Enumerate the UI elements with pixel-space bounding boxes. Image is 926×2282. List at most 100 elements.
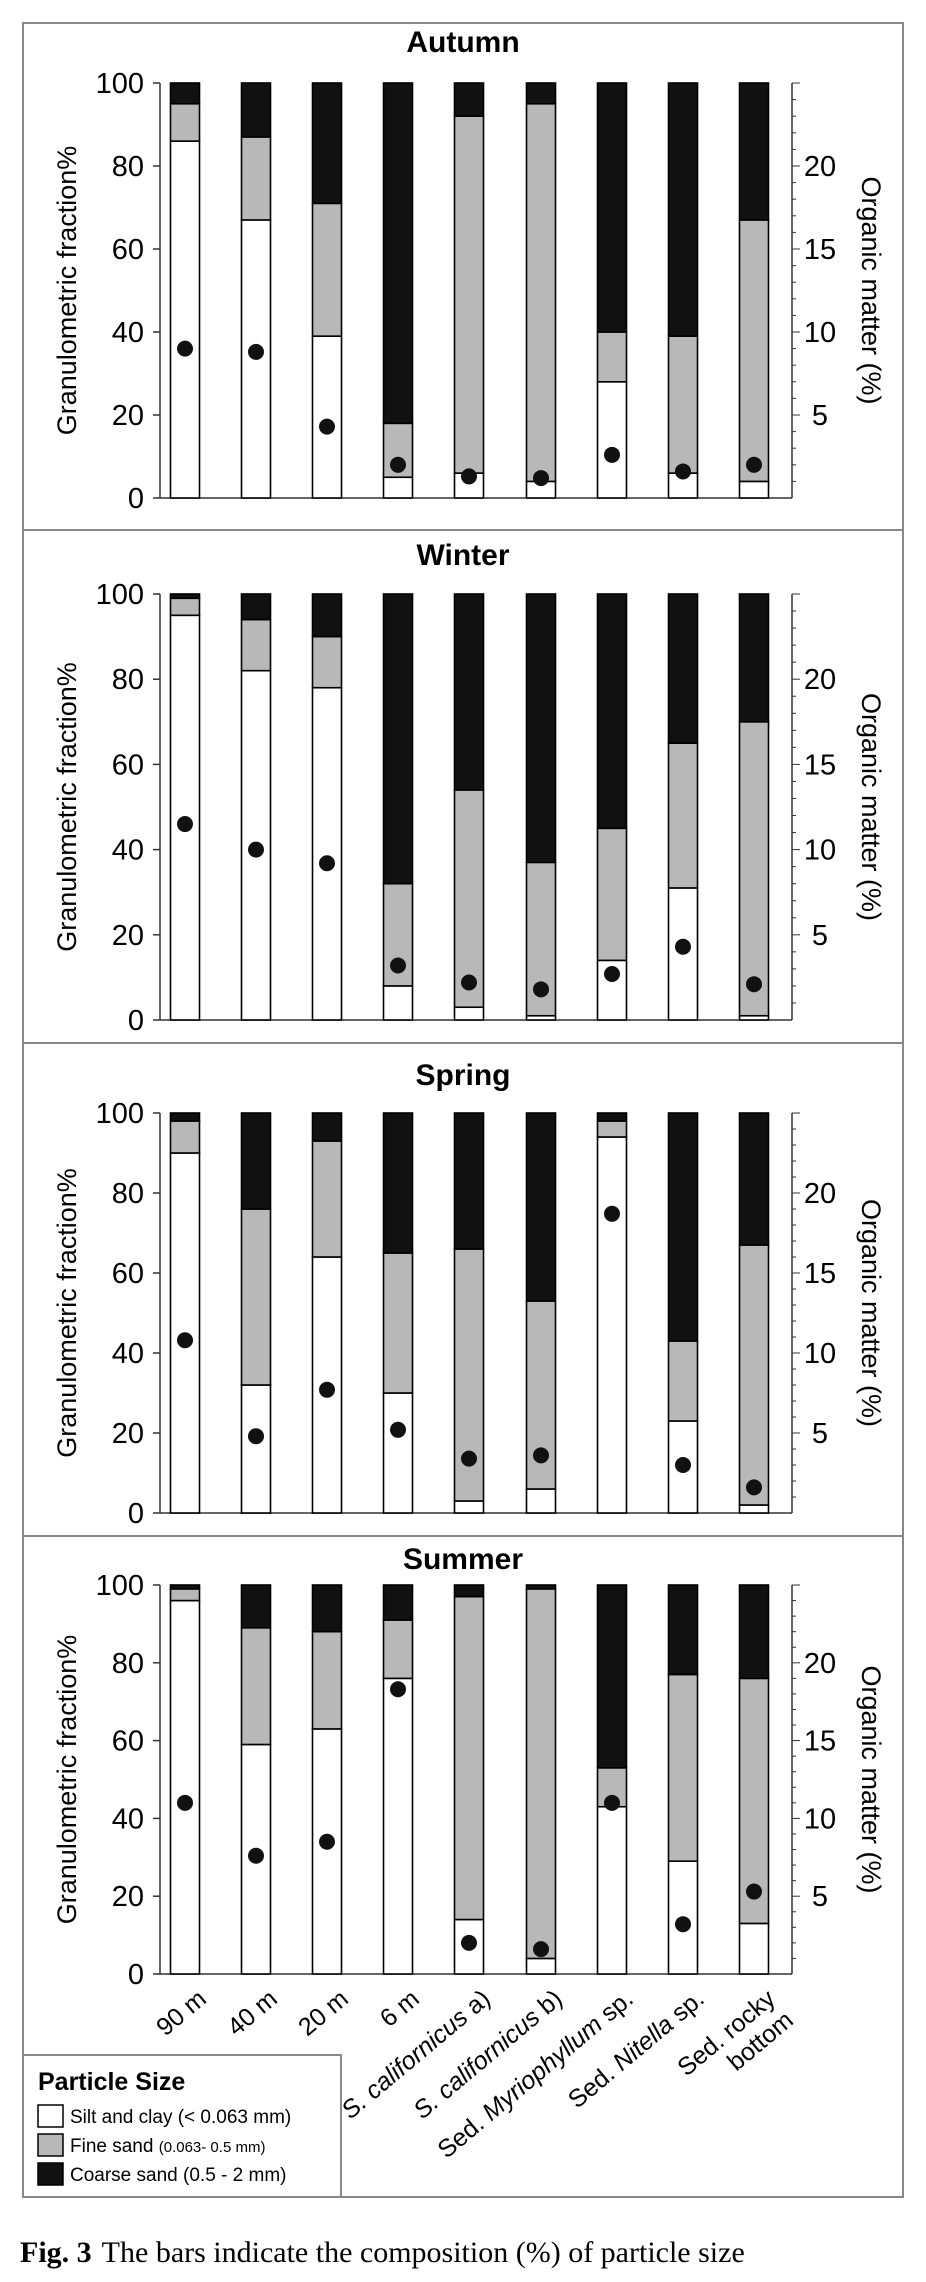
- organic-matter-point-20-m: [319, 418, 335, 435]
- organic-matter-point-6-m: [390, 957, 406, 974]
- category-label-6-m: 6 m: [375, 1984, 425, 2032]
- organic-matter-point-sed-myriophyllum-sp: [604, 446, 620, 463]
- organic-matter-point-40-m: [248, 841, 264, 858]
- panel-summer: Summer 0 20 40 60 80 100 5 10 15 20 Granulometric f…: [23, 1535, 903, 1991]
- coarse-sand-segment-s-californicus-a: [453, 593, 485, 791]
- organic-matter-point-90-m: [177, 1332, 193, 1349]
- category-label-40-m: 40 m: [222, 1984, 283, 2041]
- fine-sand-segment-sed-nitella-sp: [667, 1340, 699, 1422]
- organic-matter-point-90-m: [177, 1794, 193, 1811]
- coarse-sand-segment-20-m: [311, 593, 343, 638]
- right-tick-label: 10: [804, 835, 836, 867]
- right-axis-label: Organic matter (%): [856, 693, 886, 921]
- left-tick-label: 80: [112, 1178, 144, 1210]
- right-tick-label: 15: [804, 234, 836, 266]
- coarse-sand-segment-s-californicus-b: [525, 82, 557, 105]
- silt-clay-segment-s-californicus-b: [525, 1488, 557, 1514]
- organic-matter-point-sed-myriophyllum-sp: [604, 965, 620, 982]
- coarse-sand-segment-sed-myriophyllum-sp: [596, 1584, 628, 1769]
- left-tick-label: 20: [112, 400, 144, 432]
- organic-matter-point-sed-nitella-sp: [675, 1457, 691, 1473]
- coarse-sand-segment-90-m: [169, 1112, 201, 1122]
- right-tick-label: 20: [804, 1648, 836, 1680]
- legend-swatch-fine-sand: [37, 2133, 64, 2157]
- legend-swatch-coarse-sand: [37, 2162, 64, 2186]
- fine-sand-segment-s-californicus-a: [453, 1595, 485, 1921]
- left-tick-label: 0: [128, 1498, 144, 1530]
- left-tick-label: 40: [112, 835, 144, 867]
- organic-matter-point-sed-rocky-bottom: [746, 1479, 762, 1496]
- coarse-sand-segment-s-californicus-a: [453, 1584, 485, 1598]
- right-tick-label: 5: [812, 1418, 828, 1450]
- coarse-sand-segment-s-californicus-b: [525, 1584, 557, 1590]
- fine-sand-segment-20-m: [311, 1140, 343, 1258]
- coarse-sand-segment-sed-myriophyllum-sp: [596, 82, 628, 333]
- organic-matter-point-sed-nitella-sp: [675, 1916, 691, 1933]
- coarse-sand-segment-20-m: [311, 82, 343, 205]
- left-tick-label: 80: [112, 1648, 144, 1680]
- fine-sand-segment-sed-nitella-sp: [667, 1673, 699, 1862]
- category-label-90-m: 90 m: [151, 1984, 212, 2041]
- coarse-sand-segment-sed-myriophyllum-sp: [596, 1112, 628, 1122]
- left-tick-label: 20: [112, 1418, 144, 1450]
- legend-title: Particle Size: [38, 2068, 185, 2096]
- coarse-sand-segment-s-californicus-b: [525, 1112, 557, 1302]
- silt-clay-segment-90-m: [169, 1599, 201, 1975]
- fine-sand-segment-sed-rocky-bottom: [738, 219, 770, 483]
- left-tick-label: 60: [112, 749, 144, 781]
- organic-matter-point-20-m: [319, 855, 335, 872]
- left-tick-label: 60: [112, 1258, 144, 1290]
- fine-sand-segment-20-m: [311, 202, 343, 337]
- right-tick-label: 10: [804, 1338, 836, 1370]
- coarse-sand-segment-90-m: [169, 82, 201, 105]
- organic-matter-point-s-californicus-a: [461, 974, 477, 991]
- coarse-sand-segment-6-m: [382, 1584, 414, 1621]
- fine-sand-segment-sed-myriophyllum-sp: [596, 827, 628, 962]
- legend-label-fine-sand: Fine sand (0.063- 0.5 mm): [70, 2136, 265, 2157]
- left-tick-label: 20: [112, 920, 144, 952]
- left-tick-label: 20: [112, 1881, 144, 1913]
- organic-matter-point-s-californicus-a: [461, 1934, 477, 1951]
- silt-clay-segment-s-californicus-a: [453, 1006, 485, 1021]
- right-axis-label: Organic matter (%): [856, 1665, 886, 1893]
- coarse-sand-segment-sed-rocky-bottom: [738, 82, 770, 221]
- fine-sand-segment-s-californicus-a: [453, 115, 485, 474]
- coarse-sand-segment-90-m: [169, 593, 201, 600]
- silt-clay-segment-20-m: [311, 335, 343, 499]
- silt-clay-segment-sed-myriophyllum-sp: [596, 380, 628, 499]
- coarse-sand-segment-sed-nitella-sp: [667, 593, 699, 744]
- left-tick-label: 60: [112, 234, 144, 266]
- category-label-text: 90 m: [151, 1984, 212, 2041]
- fine-sand-segment-sed-myriophyllum-sp: [596, 1120, 628, 1138]
- silt-clay-segment-6-m: [382, 1677, 414, 1975]
- fine-sand-segment-40-m: [240, 618, 272, 672]
- left-tick-label: 60: [112, 1726, 144, 1758]
- coarse-sand-segment-20-m: [311, 1112, 343, 1142]
- panel-title: Winter: [416, 539, 509, 572]
- coarse-sand-segment-sed-rocky-bottom: [738, 593, 770, 723]
- left-tick-label: 0: [128, 1959, 144, 1991]
- fine-sand-segment-s-californicus-a: [453, 789, 485, 1009]
- figure-caption: Fig. 3 The bars indicate the composition …: [20, 2236, 745, 2269]
- right-tick-label: 15: [804, 1258, 836, 1290]
- organic-matter-point-90-m: [177, 816, 193, 833]
- organic-matter-point-sed-rocky-bottom: [746, 1883, 762, 1900]
- panel-autumn: Autumn 0 20 40 60 80 100 5 10 15 20 Granulometric f…: [52, 26, 886, 515]
- left-axis-label: Granulometric fraction%: [52, 662, 82, 952]
- right-tick-label: 20: [804, 664, 836, 696]
- left-tick-label: 80: [112, 151, 144, 183]
- fine-sand-segment-40-m: [240, 1208, 272, 1386]
- left-axis-label: Granulometric fraction%: [52, 146, 82, 436]
- right-axis-label: Organic matter (%): [856, 1199, 886, 1427]
- silt-clay-segment-sed-myriophyllum-sp: [596, 1805, 628, 1975]
- coarse-sand-segment-sed-nitella-sp: [667, 1112, 699, 1342]
- panel-title: Spring: [416, 1059, 511, 1092]
- coarse-sand-segment-sed-nitella-sp: [667, 1584, 699, 1676]
- coarse-sand-segment-s-californicus-a: [453, 1112, 485, 1250]
- fine-sand-segment-s-californicus-b: [525, 102, 557, 483]
- panel-title: Summer: [403, 1543, 523, 1576]
- organic-matter-point-sed-myriophyllum-sp: [604, 1794, 620, 1811]
- right-axis-label: Organic matter (%): [856, 176, 886, 404]
- legend-label-coarse-sand: Coarse sand (0.5 - 2 mm): [70, 2165, 286, 2186]
- organic-matter-point-20-m: [319, 1381, 335, 1398]
